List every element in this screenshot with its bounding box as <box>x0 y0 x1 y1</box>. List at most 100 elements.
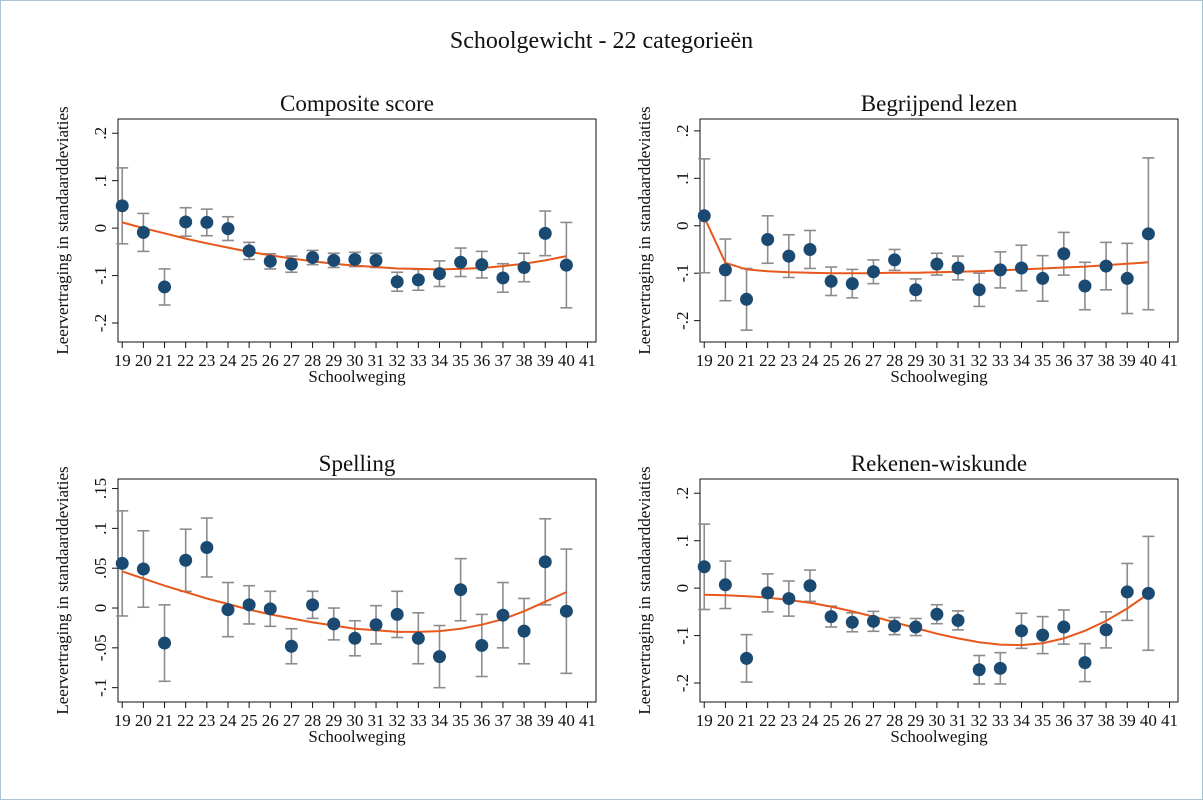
data-point <box>1141 227 1155 241</box>
data-point <box>888 253 902 267</box>
x-tick-label: 39 <box>1119 351 1136 370</box>
x-tick-label: 39 <box>1119 711 1136 730</box>
data-point <box>263 254 277 268</box>
data-point <box>369 618 383 632</box>
x-tick-label: 23 <box>780 711 797 730</box>
x-tick-label: 37 <box>494 711 512 730</box>
data-point <box>1036 271 1050 285</box>
y-tick-label: -.05 <box>91 634 110 661</box>
x-tick-label: 32 <box>389 711 406 730</box>
data-point <box>390 607 404 621</box>
y-tick-label: 0 <box>673 222 692 231</box>
data-point <box>930 257 944 271</box>
data-point <box>824 274 838 288</box>
x-tick-label: 23 <box>198 711 215 730</box>
y-tick-label: -.1 <box>91 678 110 696</box>
data-point <box>697 560 711 574</box>
x-tick-label: 32 <box>971 711 988 730</box>
chart-panel-composite-score: Composite score -.2 -.1 0 .1 .2 Leervertraging… <box>53 91 597 386</box>
x-tick-label: 29 <box>907 351 924 370</box>
data-point <box>1014 261 1028 275</box>
x-tick-label: 31 <box>368 711 385 730</box>
x-tick-label: 36 <box>473 351 490 370</box>
data-point <box>411 631 425 645</box>
x-tick-label: 38 <box>516 711 533 730</box>
x-tick-label: 37 <box>494 351 512 370</box>
data-point <box>179 553 193 567</box>
x-tick-label: 27 <box>283 711 301 730</box>
data-point <box>930 607 944 621</box>
x-tick-label: 40 <box>1140 351 1157 370</box>
data-point <box>496 608 510 622</box>
x-tick-label: 32 <box>971 351 988 370</box>
data-point <box>1141 586 1155 600</box>
x-tick-label: 36 <box>473 711 490 730</box>
data-point <box>242 244 256 258</box>
x-tick-label: 23 <box>198 351 215 370</box>
data-point <box>740 292 754 306</box>
y-tick-label: .1 <box>91 522 110 535</box>
data-point <box>327 617 341 631</box>
x-tick-label: 33 <box>410 711 427 730</box>
data-point <box>200 540 214 554</box>
y-axis-label: Leervertraging in standaarddeviaties <box>53 106 72 354</box>
data-point <box>1057 247 1071 261</box>
x-tick-label: 24 <box>219 711 237 730</box>
data-point <box>284 639 298 653</box>
data-point <box>866 265 880 279</box>
plot-area <box>117 478 597 703</box>
data-point <box>824 610 838 624</box>
y-axis-label: Leervertraging in standaarddeviaties <box>635 106 654 354</box>
x-tick-label: 21 <box>738 711 755 730</box>
data-point <box>845 277 859 291</box>
data-point <box>1014 624 1028 638</box>
y-tick-label: -.2 <box>91 314 110 332</box>
data-point <box>432 267 446 281</box>
data-point <box>909 283 923 297</box>
x-tick-label: 23 <box>780 351 797 370</box>
data-point <box>1036 628 1050 642</box>
y-tick-label: 0 <box>91 604 110 613</box>
x-tick-label: 41 <box>579 351 596 370</box>
data-point <box>1099 259 1113 273</box>
x-tick-label: 26 <box>844 711 861 730</box>
x-tick-label: 22 <box>177 351 194 370</box>
x-tick-label: 34 <box>431 351 449 370</box>
x-tick-label: 38 <box>1098 711 1115 730</box>
data-point <box>845 615 859 629</box>
x-tick-label: 19 <box>114 351 131 370</box>
x-tick-label: 36 <box>1055 351 1072 370</box>
data-point <box>263 602 277 616</box>
data-point <box>369 253 383 267</box>
x-tick-label: 33 <box>992 711 1009 730</box>
data-point <box>1078 656 1092 670</box>
data-point <box>348 631 362 645</box>
x-tick-label: 24 <box>801 351 819 370</box>
x-tick-label: 34 <box>1013 711 1031 730</box>
x-tick-label: 36 <box>1055 711 1072 730</box>
y-tick-label: .15 <box>91 478 110 499</box>
x-tick-label: 34 <box>431 711 449 730</box>
y-tick-label: 0 <box>673 584 692 593</box>
data-point <box>951 613 965 627</box>
x-tick-label: 40 <box>558 711 575 730</box>
data-point <box>475 258 489 272</box>
y-tick-label: -.2 <box>673 674 692 692</box>
x-tick-label: 40 <box>1140 711 1157 730</box>
x-tick-label: 28 <box>304 351 321 370</box>
x-tick-label: 28 <box>886 351 903 370</box>
x-tick-label: 35 <box>1034 351 1051 370</box>
data-point <box>538 226 552 240</box>
data-point <box>221 603 235 617</box>
x-tick-label: 37 <box>1076 711 1094 730</box>
data-point <box>909 620 923 634</box>
data-point <box>803 242 817 256</box>
chart-panel-spelling: Spelling -.1 -.05 0 .05 .1 .15 Leervertraging i… <box>53 451 597 746</box>
x-tick-label: 20 <box>717 711 734 730</box>
y-tick-label: -.1 <box>673 264 692 282</box>
chart-panel-begrijpend-lezen: Begrijpend lezen -.2 -.1 0 .1 .2 Leervertragin… <box>635 91 1179 386</box>
data-point <box>496 271 510 285</box>
x-tick-label: 25 <box>241 351 258 370</box>
data-point <box>559 604 573 618</box>
x-tick-label: 24 <box>219 351 237 370</box>
